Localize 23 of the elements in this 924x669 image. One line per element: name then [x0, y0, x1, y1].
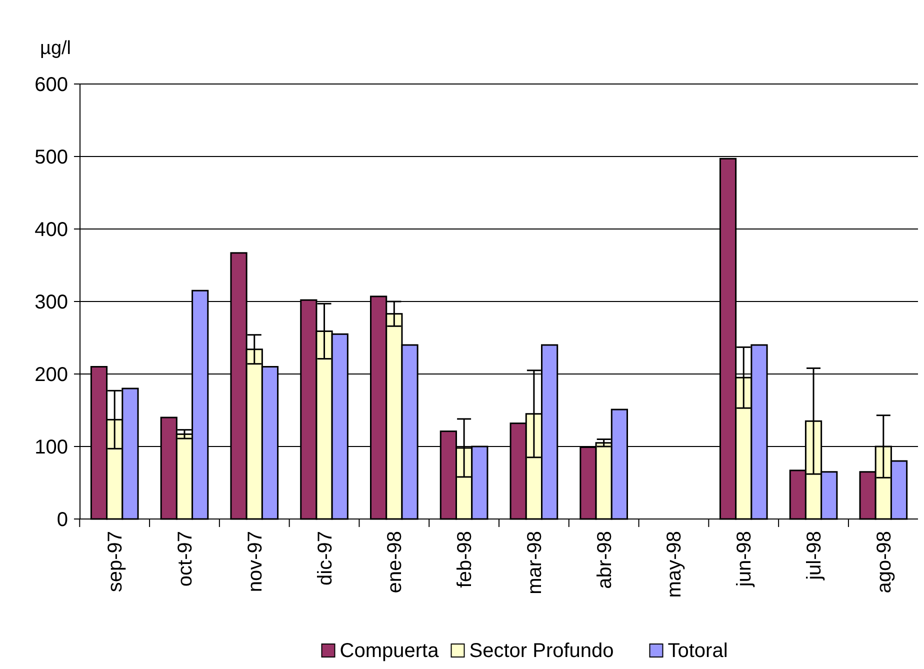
legend-label: Totoral [668, 640, 728, 662]
y-tick-label: 400 [34, 219, 68, 241]
x-tick-label: jul-98 [804, 531, 826, 581]
x-tick-label: mar-98 [524, 531, 546, 594]
x-tick-label: abr-98 [594, 531, 616, 589]
y-tick-label: 300 [34, 292, 68, 314]
x-tick-label: sep-97 [104, 531, 127, 592]
x-tick-label: ago-98 [873, 531, 896, 594]
y-axis-title: µg/l [40, 38, 72, 59]
y-tick-label: 0 [56, 509, 68, 531]
y-tick-label: 500 [34, 146, 68, 168]
legend-label: Sector Profundo [469, 640, 614, 662]
y-tick-label: 100 [34, 436, 68, 458]
x-tick-label: jun-98 [734, 531, 756, 588]
x-tick-label: may-98 [664, 531, 686, 598]
y-tick-label: 600 [34, 74, 68, 96]
x-tick-label: feb-98 [454, 531, 476, 588]
x-tick-label: ene-98 [384, 531, 406, 594]
x-tick-label: nov-97 [244, 531, 266, 592]
y-tick-label: 200 [34, 364, 68, 386]
legend-label: Compuerta [340, 640, 440, 662]
x-tick-label: oct-97 [174, 531, 196, 587]
x-tick-label: dic-97 [314, 531, 336, 586]
